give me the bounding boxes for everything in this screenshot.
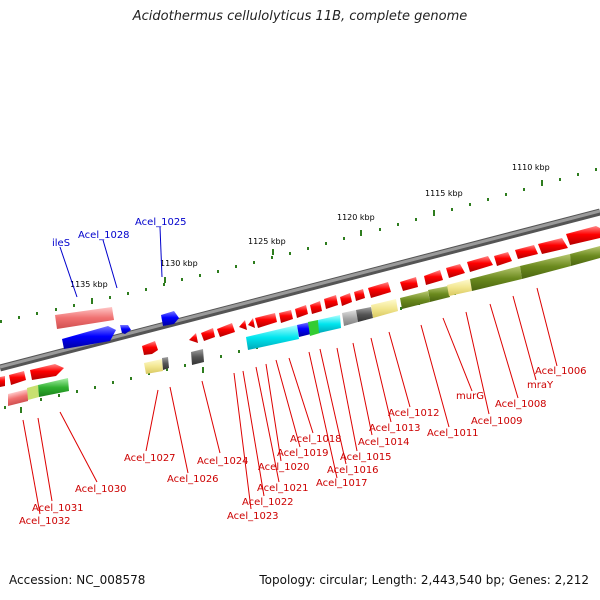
gene-label-acel-1020: Acel_1020 — [258, 462, 310, 473]
forward-strand-genes — [0, 226, 600, 387]
gene-label-acel-1015: Acel_1015 — [340, 452, 392, 463]
gene-label-acel-1028: Acel_1028 — [78, 230, 130, 241]
gene-label-acel-1021: Acel_1021 — [257, 483, 309, 494]
topology-text: Topology: circular; Length: 2,443,540 bp… — [259, 573, 589, 587]
gene-acel-1025 — [161, 311, 179, 326]
kbp-label: 1115 kbp — [425, 189, 463, 198]
gene-label-acel-1019: Acel_1019 — [277, 448, 329, 459]
gene-label-acel-1030: Acel_1030 — [75, 484, 127, 495]
gene-label-acel-1008: Acel_1008 — [495, 399, 547, 410]
outer-scale-ticks — [0, 168, 597, 323]
gene-label-acel-1017: Acel_1017 — [316, 478, 368, 489]
gene-label-acel-1023: Acel_1023 — [227, 511, 279, 522]
gene-acel-1028 — [62, 326, 116, 349]
red-leader-lines — [22, 287, 558, 515]
gene-label-acel-1009: Acel_1009 — [471, 416, 523, 427]
map-title: Acidothermus cellulolyticus 11B, complet… — [132, 9, 468, 24]
gene-label-acel-1011: Acel_1011 — [427, 428, 479, 439]
gene-label-acel-1032: Acel_1032 — [19, 516, 71, 527]
gene-label-acel-1016: Acel_1016 — [327, 465, 379, 476]
kbp-label: 1120 kbp — [337, 213, 375, 222]
red-gene-labels: Acel_1006 mraY Acel_1008 Acel_1009 murG … — [19, 366, 587, 527]
kbp-label: 1130 kbp — [160, 259, 198, 268]
gene-arrow — [120, 325, 131, 334]
gene-label-acel-1012: Acel_1012 — [388, 408, 440, 419]
gene-label-acel-1022: Acel_1022 — [242, 497, 294, 508]
gene-ileS — [55, 307, 114, 329]
gene-label-acel-1006: Acel_1006 — [535, 366, 587, 377]
gene-label-acel-1013: Acel_1013 — [369, 423, 421, 434]
gene-label-murG: murG — [456, 391, 484, 402]
reverse-strand-genes — [55, 307, 179, 349]
gene-label-acel-1018: Acel_1018 — [290, 434, 342, 445]
gene-label-acel-1014: Acel_1014 — [358, 437, 410, 448]
gene-label-mraY: mraY — [527, 380, 554, 391]
kbp-label: 1135 kbp — [70, 280, 108, 289]
gene-label-acel-1027: Acel_1027 — [124, 453, 176, 464]
accession-text: Accession: NC_008578 — [9, 573, 146, 587]
gene-label-acel-1026: Acel_1026 — [167, 474, 219, 485]
gene-label-ileS: ileS — [52, 238, 70, 249]
gene-label-acel-1024: Acel_1024 — [197, 456, 249, 467]
gene-label-acel-1031: Acel_1031 — [32, 503, 84, 514]
gene-label-acel-1025: Acel_1025 — [135, 217, 187, 228]
blue-leader-lines — [59, 226, 163, 298]
kbp-label: 1110 kbp — [512, 163, 550, 172]
kbp-label: 1125 kbp — [248, 237, 286, 246]
feature-bars — [8, 246, 600, 407]
